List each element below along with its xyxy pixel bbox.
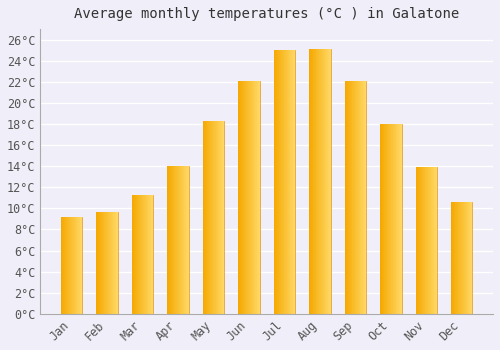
- Title: Average monthly temperatures (°C ) in Galatone: Average monthly temperatures (°C ) in Ga…: [74, 7, 460, 21]
